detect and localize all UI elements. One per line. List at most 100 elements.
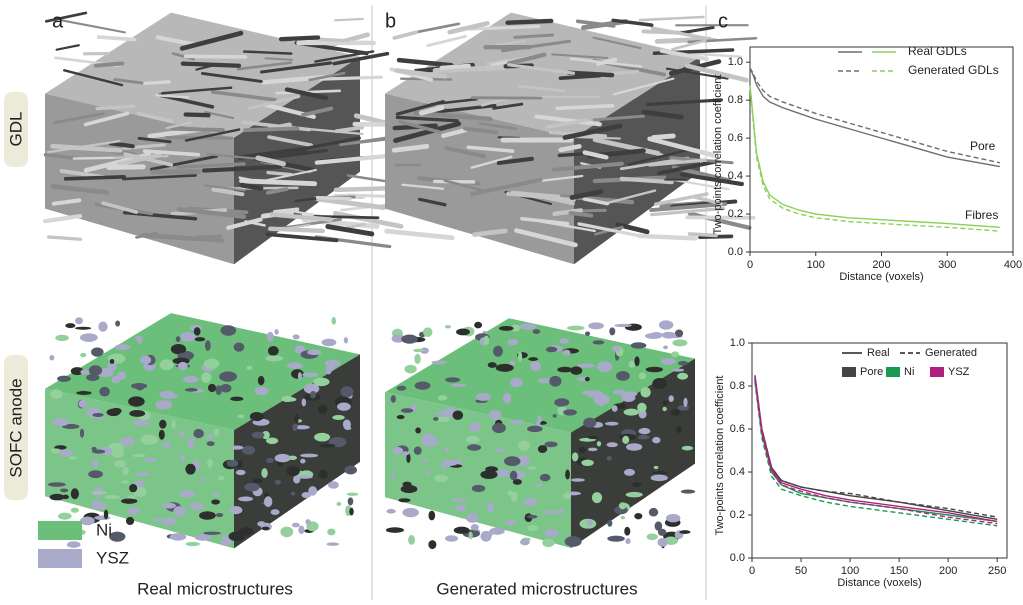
render-face — [574, 56, 700, 265]
render-blob — [517, 440, 530, 451]
render-blob — [638, 372, 647, 380]
legend-swatch — [886, 367, 900, 377]
render-blob — [658, 320, 674, 330]
render-fibre — [42, 214, 83, 224]
render-blob — [263, 496, 273, 508]
render-fibre — [558, 73, 602, 81]
render-blob — [453, 526, 470, 534]
render-blob — [638, 427, 651, 435]
render-blob — [80, 333, 98, 342]
render-fibre — [557, 152, 585, 158]
render-blob — [421, 437, 439, 447]
render-blob — [621, 393, 636, 402]
render-fibre — [641, 109, 684, 120]
render-blob — [487, 362, 497, 368]
render-fibre — [266, 187, 289, 195]
render-fibre — [143, 80, 171, 86]
render-blob — [100, 446, 113, 456]
render-blob — [676, 425, 682, 434]
panel-label: a — [52, 10, 64, 32]
panel-label: b — [385, 10, 396, 32]
render-blob — [300, 453, 319, 458]
render-fibre — [176, 162, 246, 169]
y-tick-label: 0.2 — [730, 509, 745, 521]
legend-swatch — [930, 367, 944, 377]
render-blob — [509, 360, 516, 366]
render-blob — [401, 451, 410, 456]
render-blob — [677, 404, 690, 411]
render-blob — [487, 502, 494, 513]
render-blob — [199, 511, 216, 520]
render-blob — [679, 530, 691, 534]
x-tick-label: 300 — [938, 259, 956, 271]
render-blob — [519, 323, 537, 330]
render-blob — [194, 337, 206, 342]
render-blob — [562, 349, 571, 356]
render-fibre — [95, 104, 136, 111]
render-fibre — [395, 100, 445, 116]
render-blob — [618, 502, 627, 510]
render-blob — [634, 356, 640, 367]
render-blob — [103, 509, 109, 520]
render-fibre — [611, 18, 654, 27]
render-fibre — [155, 35, 197, 47]
render-blob — [107, 361, 117, 371]
render-fibre — [569, 57, 643, 68]
render-blob — [622, 435, 630, 444]
x-tick-label: 200 — [872, 259, 890, 271]
render-blob — [79, 428, 85, 438]
render-fibre — [571, 135, 621, 140]
render-blob — [160, 394, 179, 399]
render-blob — [99, 386, 110, 397]
render-blob — [274, 479, 281, 485]
render-blob — [327, 528, 336, 536]
render-blob — [537, 378, 553, 384]
render-blob — [422, 327, 433, 338]
render-blob — [137, 335, 143, 344]
render-fibre — [534, 114, 602, 127]
legend-label: Pore — [860, 366, 883, 378]
render-fibre — [507, 63, 576, 75]
render-fibre — [592, 36, 642, 50]
render-blob — [510, 419, 524, 425]
render-blob — [274, 328, 279, 335]
render-fibre — [619, 176, 674, 185]
render-blob — [509, 470, 518, 481]
render-blob — [634, 512, 643, 520]
render-fibre — [314, 50, 375, 63]
render-blob — [557, 366, 573, 373]
render-blob — [680, 489, 696, 494]
render-fibre — [242, 50, 293, 55]
render-fibre — [203, 184, 246, 192]
y-axis-label: Two-points correlation coefficient — [712, 75, 724, 235]
render-blob — [70, 507, 79, 513]
render-blob — [630, 342, 647, 349]
render-blob — [342, 419, 351, 430]
render-blob — [62, 424, 80, 430]
render-blob — [433, 416, 439, 421]
render-blob — [229, 505, 243, 515]
render-fibre — [566, 70, 615, 78]
render-blob — [349, 507, 354, 516]
render-blob — [488, 410, 502, 420]
x-tick-label: 100 — [807, 259, 825, 271]
render-blob — [674, 329, 684, 338]
render-blob — [527, 524, 538, 532]
render-fibre — [50, 184, 110, 195]
render-blob — [207, 458, 213, 468]
render-blob — [471, 484, 486, 493]
render-fibre — [43, 153, 80, 161]
render-blob — [626, 443, 643, 451]
render-fibre — [60, 19, 126, 34]
render-face — [45, 313, 360, 431]
render-blob — [296, 475, 313, 479]
render-blob — [292, 334, 300, 340]
render-blob — [346, 492, 359, 496]
render-blob — [640, 386, 651, 398]
render-blob — [302, 372, 319, 378]
render-blob — [303, 383, 320, 394]
render-blob — [92, 449, 106, 454]
render-fibre — [391, 143, 430, 153]
y-tick-label: 0.4 — [730, 466, 745, 478]
